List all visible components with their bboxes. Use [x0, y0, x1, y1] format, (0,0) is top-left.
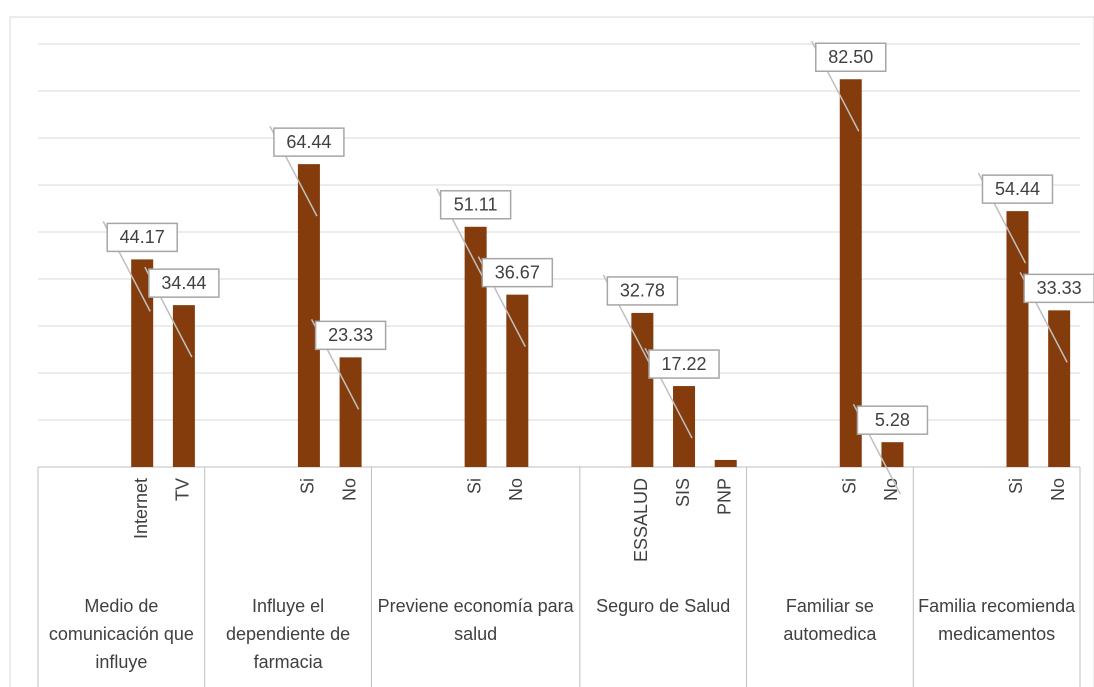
- x-tick-label: No: [339, 478, 359, 501]
- x-tick-label: No: [506, 478, 526, 501]
- data-label: 82.50: [828, 47, 873, 67]
- bar: [506, 294, 529, 467]
- label-box: [856, 405, 929, 435]
- label-box: [148, 268, 220, 298]
- data-label: 36.67: [495, 262, 540, 282]
- data-label: 23.33: [328, 325, 373, 345]
- bar: [172, 305, 195, 467]
- data-label: 17.22: [662, 354, 707, 374]
- x-tick-label: Si: [1006, 478, 1026, 494]
- data-label: 51.11: [454, 195, 498, 215]
- data-label: 5.28: [875, 410, 910, 430]
- x-tick-label: Si: [840, 478, 860, 494]
- x-tick-label: ESSALUD: [631, 478, 651, 562]
- bar: [881, 442, 904, 467]
- label-box: [439, 190, 512, 220]
- group-label: Medio de comunicación que influye: [48, 596, 194, 672]
- bar: [297, 164, 320, 467]
- label-box: [606, 276, 679, 306]
- label-box: [815, 42, 887, 72]
- chart-border: [9, 16, 1094, 687]
- bar: [1048, 310, 1071, 467]
- label-box: [314, 320, 387, 351]
- x-tick-label: Internet: [131, 478, 151, 539]
- data-label: 44.17: [120, 227, 165, 247]
- x-tick-label: No: [1048, 478, 1068, 501]
- bar: [673, 386, 696, 467]
- group-label: Seguro de Salud: [596, 596, 731, 616]
- x-tick-label: Si: [298, 478, 318, 494]
- data-label: 64.44: [286, 132, 331, 152]
- bar: [839, 79, 862, 467]
- x-tick-label: PNP: [714, 478, 734, 515]
- x-tick-label: TV: [173, 478, 193, 501]
- bar: [714, 459, 737, 467]
- label-box: [106, 222, 178, 253]
- label-box: [1023, 273, 1094, 304]
- bar: [131, 259, 154, 467]
- x-tick-label: No: [881, 478, 901, 501]
- bar: [631, 312, 654, 467]
- bar: [1006, 211, 1029, 467]
- bar: [339, 357, 362, 467]
- group-label: Previene economía para salud: [377, 596, 574, 644]
- x-tick-label: SIS: [673, 478, 693, 507]
- group-label: Influye el dependiente de farmacia: [226, 596, 351, 672]
- data-label: 33.33: [1037, 278, 1082, 298]
- data-label: 34.44: [161, 273, 206, 293]
- data-label: 32.78: [620, 281, 665, 301]
- label-box: [981, 174, 1054, 204]
- data-label: 54.44: [995, 179, 1040, 199]
- label-box: [481, 257, 554, 288]
- bar: [464, 226, 487, 467]
- group-label: Familia recomienda medicamentos: [918, 596, 1076, 644]
- label-box: [648, 349, 720, 379]
- label-box: [273, 127, 345, 157]
- group-label: Familiar se automedica: [783, 596, 877, 644]
- x-tick-label: Si: [464, 478, 484, 494]
